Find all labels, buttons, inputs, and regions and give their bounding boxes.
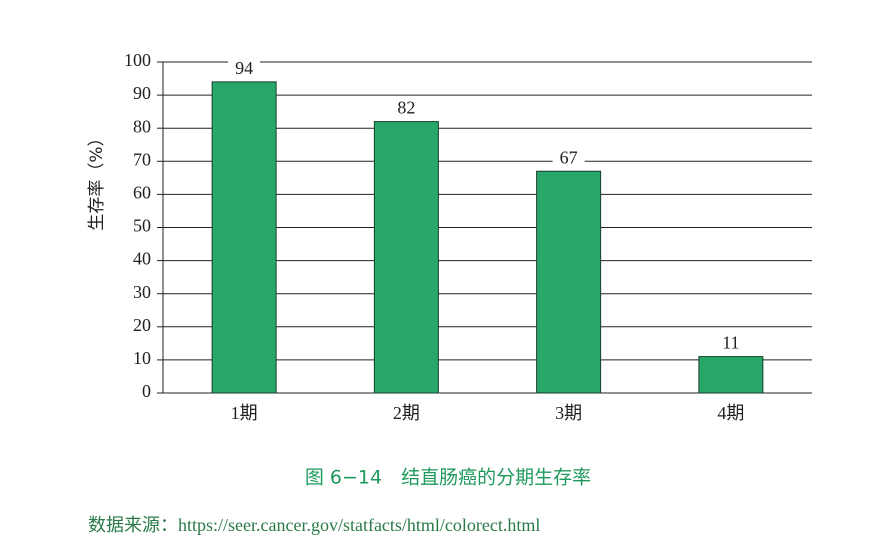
data-label: 82: [397, 98, 415, 118]
caption: 图 6−14 结直肠癌的分期生存率: [305, 467, 591, 489]
label-bg: [714, 334, 747, 353]
x-tick-label: 4期: [717, 403, 744, 423]
y-tick-label: 100: [124, 50, 151, 70]
data-label: 67: [560, 147, 578, 167]
data-label: 11: [722, 333, 739, 353]
y-tick-label: 40: [133, 249, 151, 269]
x-tick-label: 3期: [555, 403, 582, 423]
y-tick-label: 60: [133, 183, 151, 203]
x-tick-label: 1期: [231, 403, 258, 423]
bar: [211, 81, 277, 394]
bar: [373, 121, 439, 394]
data-label: 94: [235, 58, 253, 78]
y-axis-label: 生存率（%）: [87, 129, 107, 230]
y-tick-label: 20: [133, 315, 151, 335]
label-bg: [552, 149, 585, 168]
y-tick-label: 70: [133, 149, 151, 169]
y-tick-label: 0: [142, 381, 151, 401]
y-tick-label: 90: [133, 83, 151, 103]
label-bg: [390, 99, 423, 118]
y-tick-label: 30: [133, 282, 151, 302]
x-tick-label: 2期: [393, 403, 420, 423]
label-bg: [228, 59, 261, 78]
source: 数据来源：https://seer.cancer.gov/statfacts/h…: [88, 515, 540, 535]
y-tick-label: 80: [133, 116, 151, 136]
bar: [536, 170, 602, 394]
y-tick-label: 10: [133, 348, 151, 368]
y-tick-label: 50: [133, 216, 151, 236]
bar: [698, 356, 764, 394]
